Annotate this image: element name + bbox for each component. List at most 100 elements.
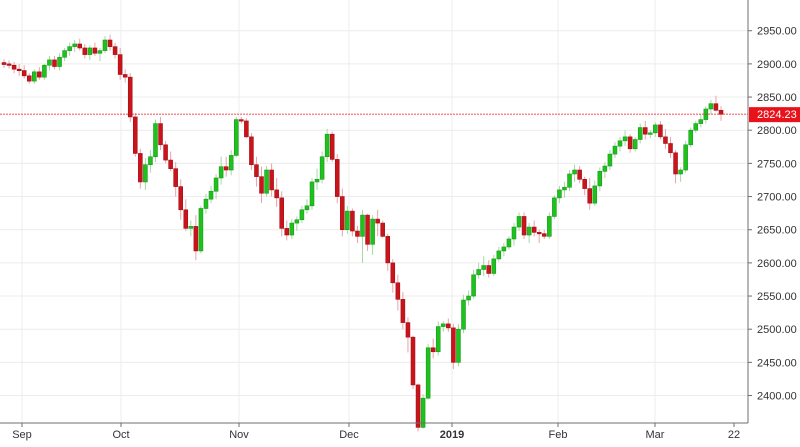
candle xyxy=(607,150,613,171)
candle xyxy=(107,34,113,51)
candle-body-down xyxy=(355,230,360,237)
candle xyxy=(400,292,406,330)
y-tick-label: 2400.00 xyxy=(757,391,797,403)
candle xyxy=(208,185,214,204)
candle xyxy=(622,130,628,147)
candle xyxy=(648,130,653,139)
candle-body-up xyxy=(461,299,466,330)
candle-body-down xyxy=(249,136,254,166)
candle xyxy=(471,269,476,299)
y-tick-label: 2950.00 xyxy=(757,26,797,38)
candle-body-down xyxy=(334,159,340,197)
candle xyxy=(658,120,663,140)
candle-body-up xyxy=(188,226,194,229)
candle-body-down xyxy=(400,299,406,323)
candle-body-down xyxy=(642,127,648,135)
candle-body-down xyxy=(117,54,123,75)
candle xyxy=(547,212,552,239)
candle xyxy=(334,154,340,204)
candle xyxy=(420,394,426,429)
candle xyxy=(491,254,497,277)
price-marker: 2824.23 xyxy=(749,107,800,123)
candle xyxy=(582,176,587,196)
candle-body-up xyxy=(547,216,552,237)
candle xyxy=(506,236,512,250)
candle xyxy=(97,47,103,62)
candle xyxy=(405,317,411,353)
candle-body-up xyxy=(562,186,567,191)
candle xyxy=(168,151,173,172)
candle xyxy=(441,321,446,332)
candle-body-up xyxy=(501,246,507,252)
candle xyxy=(340,188,345,237)
candle xyxy=(617,136,623,152)
candle xyxy=(481,256,486,277)
candle-body-down xyxy=(375,218,380,224)
candle-body-down xyxy=(133,116,138,154)
candle xyxy=(72,40,77,52)
candle-body-down xyxy=(582,179,587,189)
candle-body-up xyxy=(637,127,643,140)
candle xyxy=(233,116,239,157)
candle xyxy=(223,156,229,177)
candle xyxy=(294,216,300,232)
candle xyxy=(456,323,461,367)
candle xyxy=(375,209,380,237)
candle-body-up xyxy=(491,258,497,274)
candle xyxy=(501,242,507,257)
candle-body-up xyxy=(203,198,209,209)
candle-body-up xyxy=(456,328,461,363)
candle-body-down xyxy=(1,62,7,65)
candle-body-up xyxy=(42,64,47,78)
candle-body-down xyxy=(77,43,83,49)
candle xyxy=(693,120,699,133)
candle-body-up xyxy=(602,165,608,172)
candle-body-up xyxy=(693,123,699,131)
price-marker-label: 2824.23 xyxy=(757,109,797,121)
candle-body-down xyxy=(486,265,492,274)
candle xyxy=(52,55,57,70)
candle xyxy=(345,205,350,234)
candle-body-down xyxy=(26,75,32,82)
candle xyxy=(57,53,62,71)
candle xyxy=(572,164,577,182)
candle-body-down xyxy=(127,76,133,118)
candle xyxy=(365,213,370,251)
candle xyxy=(249,132,254,171)
candle-body-up xyxy=(57,56,62,67)
candle-body-down xyxy=(178,186,183,211)
candle-body-down xyxy=(16,68,22,71)
candle-body-up xyxy=(370,218,375,245)
candle xyxy=(637,123,643,144)
candle xyxy=(188,220,194,237)
candle-body-down xyxy=(82,47,88,55)
candle xyxy=(213,173,219,200)
candle-body-up xyxy=(678,169,683,175)
candle xyxy=(592,180,598,206)
candle-body-down xyxy=(92,47,98,54)
candle-body-up xyxy=(218,166,224,179)
candle-body-down xyxy=(193,226,199,252)
candle xyxy=(425,343,431,400)
candle xyxy=(228,150,234,176)
candle xyxy=(274,177,279,208)
candle-body-up xyxy=(47,59,52,66)
candle-body-down xyxy=(385,236,391,264)
candle xyxy=(673,150,678,184)
candle-body-up xyxy=(233,119,239,156)
candle-body-up xyxy=(688,129,693,146)
candle-body-down xyxy=(11,64,17,70)
candle-body-down xyxy=(536,232,542,235)
candle-body-up xyxy=(213,177,219,192)
candle-body-up xyxy=(683,144,688,171)
candle-body-down xyxy=(350,210,355,232)
candle-body-up xyxy=(607,153,613,167)
candle xyxy=(395,274,401,311)
candle xyxy=(430,338,436,359)
candle xyxy=(587,177,592,210)
candle-body-down xyxy=(37,71,42,78)
candle xyxy=(683,140,688,173)
candle-body-up xyxy=(294,219,300,224)
candle xyxy=(663,128,668,149)
